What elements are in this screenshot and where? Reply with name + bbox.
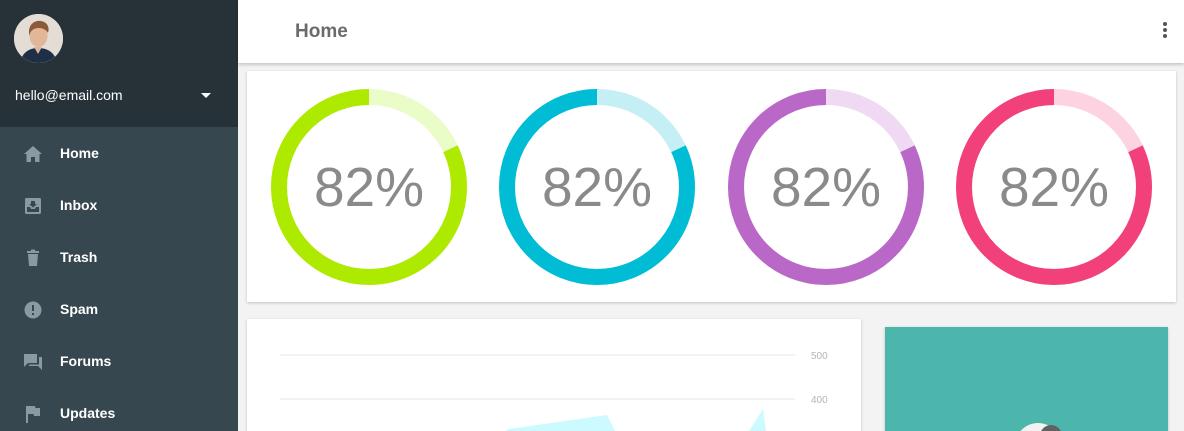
account-email: hello@email.com [15,87,123,103]
gauge-percentage: 82% [998,156,1110,218]
flag-icon [26,406,40,423]
spam-icon [24,301,42,319]
sidebar-item-trash[interactable]: Trash [0,231,238,283]
progress-gauge-pink: 82% [955,88,1153,286]
sidebar-item-spam[interactable]: Spam [0,283,238,335]
sidebar-nav: Home Inbox Trash Spam [0,127,238,431]
more-vert-icon[interactable] [1160,22,1170,42]
sidebar-item-forums[interactable]: Forums [0,335,238,387]
gauge-progress-arc [499,89,695,285]
sidebar-item-label: Forums [60,353,112,369]
inbox-icon [25,198,41,214]
sidebar-item-label: Trash [60,249,98,265]
sidebar-item-label: Home [60,145,99,161]
sidebar-item-home[interactable]: Home [0,127,238,179]
sidebar: hello@email.com Home Inbox Trash [0,0,238,431]
sidebar-item-label: Spam [60,301,99,317]
avatar[interactable] [14,14,63,63]
trash-icon [27,249,39,266]
sidebar-item-inbox[interactable]: Inbox [0,179,238,231]
chart-card: 500 400 [247,319,861,431]
sidebar-item-label: Updates [60,405,116,421]
forums-icon [24,354,42,370]
sidebar-item-updates[interactable]: Updates [0,387,238,431]
progress-gauge-cyan: 82% [498,88,696,286]
top-app-bar: Home [238,0,1184,63]
gauge-percentage: 82% [541,156,653,218]
progress-gauge-green: 82% [270,88,468,286]
gauge-percentage: 82% [770,156,882,218]
progress-gauge-purple: 82% [727,88,925,286]
area-series-fill [749,409,766,431]
sidebar-item-label: Inbox [60,197,98,213]
gauge-progress-arc [728,89,924,285]
home-icon [24,146,42,162]
gauge-progress-arc [271,89,467,285]
y-tick-label: 400 [811,395,828,406]
teal-widget-card [885,327,1168,431]
stats-card: 82% 82% 82% 82% [247,71,1176,302]
area-series-fill [505,415,615,431]
gauge-progress-arc [956,89,1152,285]
y-tick-label: 500 [811,351,828,362]
widget-graphic [1015,423,1061,431]
gauge-percentage: 82% [313,156,425,218]
widget-graphic-dot [1040,425,1062,431]
account-dropdown-icon[interactable] [201,93,211,98]
account-header: hello@email.com [0,0,238,127]
page-title: Home [295,21,348,42]
